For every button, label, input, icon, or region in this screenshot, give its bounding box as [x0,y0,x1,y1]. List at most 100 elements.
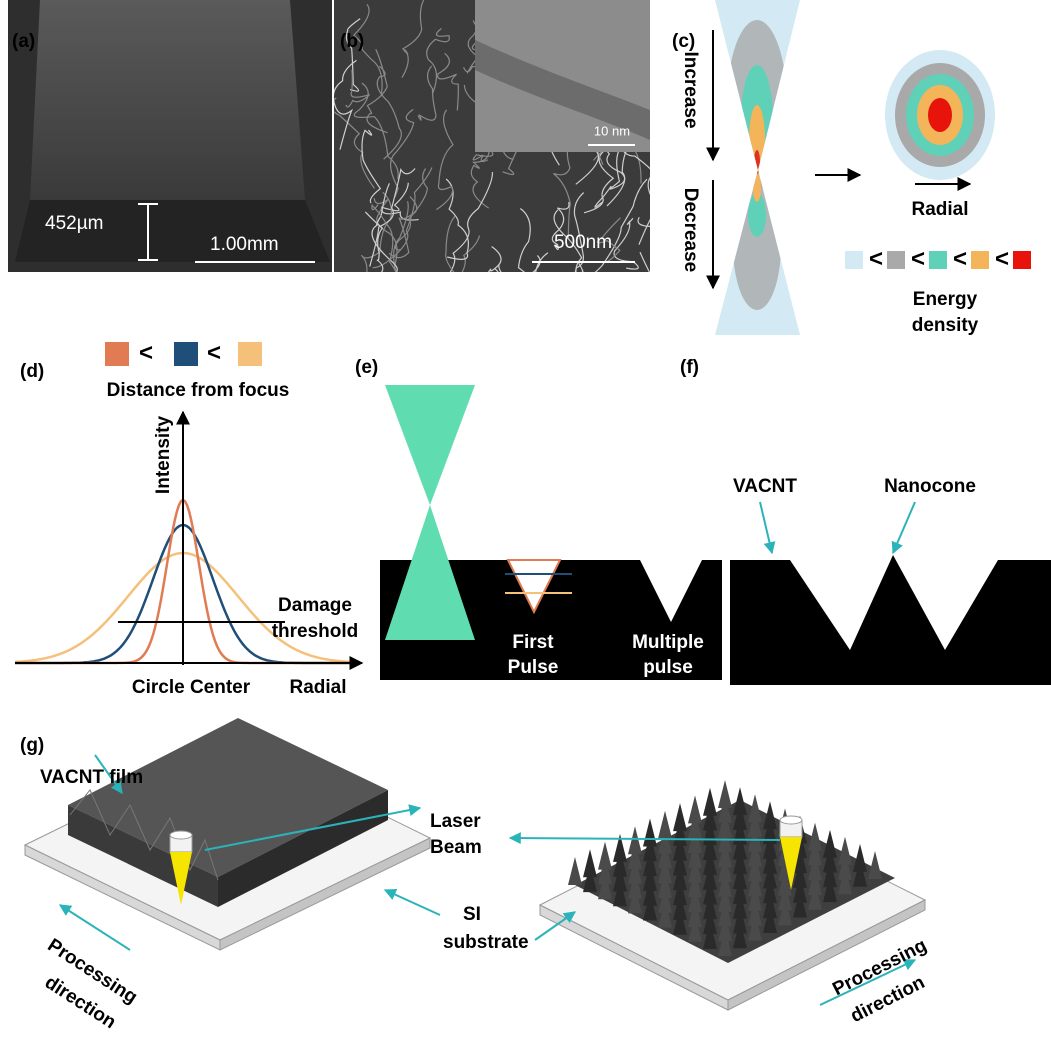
nanotube [594,178,648,272]
nanocone [838,836,852,865]
multiple-pulse-label: pulse [643,657,693,678]
nanocone [673,847,687,876]
nanocone [688,795,702,824]
nanotube [345,18,361,92]
substrate-label: substrate [443,932,529,953]
nanocone [703,817,717,846]
nanocone [748,853,762,882]
nanocone [613,878,627,907]
nanotube [360,191,393,272]
nanocone [718,854,732,882]
arrow [94,754,123,794]
nanocone [748,823,762,852]
arrow [891,501,916,555]
nanocone [718,839,732,868]
arrow [383,889,441,916]
nanocone [763,816,777,845]
nanocone [793,889,807,918]
legend-swatch [238,342,262,366]
nanocone [808,881,822,910]
left-sample [69,789,219,881]
nanocone [763,890,777,919]
nanotube [517,207,531,272]
nanotube [380,182,419,221]
threshold-label: Damage [278,595,352,616]
nanocone [868,851,882,879]
nanocone [823,859,837,888]
nanotube [445,178,470,260]
multiple-pulse-label: Multiple [632,632,704,653]
nanocone [628,870,642,899]
nanocone [838,851,852,880]
nanocone [793,845,807,874]
nanotube [390,108,415,198]
cross-section [885,50,995,180]
left-sample [68,718,388,877]
legend-swatch [929,251,947,269]
nanocone [718,794,732,823]
nanocone [628,855,642,884]
nanocone [673,832,687,861]
right-sample [780,837,802,890]
nanocone [688,884,702,913]
nanotube [637,216,650,227]
nanocone [703,846,717,875]
laser-beam-label: Laser [430,811,481,832]
less-than: < [911,245,925,272]
nanocone [688,913,702,942]
nanotube [578,262,584,272]
tube-wall [475,40,650,140]
nanocone [718,824,732,853]
panel-label: (c) [672,31,695,52]
beam-core [753,174,761,202]
laser-beam-label: Beam [430,837,482,858]
nanocone [703,787,717,816]
sample-top [30,0,305,200]
first-pulse-label: Pulse [508,657,559,678]
nanocone [748,809,762,837]
substrate-label: SI [463,904,481,925]
first-pulse-label: First [512,632,554,653]
nanocone [733,890,747,919]
x-center-label: Circle Center [132,677,251,698]
panel-label: (a) [12,31,35,52]
legend-title: Energy [913,289,978,310]
nanocone [703,876,717,905]
nanocone [793,859,807,888]
legend-swatch [174,342,198,366]
nanocone [613,833,627,862]
nanocone [688,869,702,898]
nanotube [551,201,570,251]
nanotube [361,129,382,204]
nanocone [703,920,717,949]
nanocone [658,840,672,869]
nanotube [449,172,494,272]
nanocone [673,877,687,906]
nanocone [628,885,642,914]
legend-title: Distance from focus [107,380,290,401]
nanocone [613,863,627,892]
nanocone [703,832,717,861]
panel-label: (b) [340,31,364,52]
nanocone [688,839,702,868]
vacnt-label: VACNT [733,476,797,497]
nanocone [793,874,807,903]
less-than: < [869,245,883,272]
nanocone [763,904,777,933]
nanotube [491,246,502,272]
nanotube [371,183,398,272]
nanotube [581,269,584,272]
nanocone [703,802,717,831]
nanotube [436,109,454,211]
less-than: < [207,339,221,366]
nanotube [553,143,571,239]
nanocone [643,848,657,877]
intensity-curve [15,523,355,665]
nanocone-label: Nanocone [884,476,976,497]
panel-g: (g) VACNT film Laser Beam SI substrate P… [20,718,930,1033]
nanocone [748,883,762,911]
left-sample [219,837,431,951]
legend-swatch [105,342,129,366]
y-axis-label: Intensity [153,416,174,495]
nanocone [628,841,642,869]
